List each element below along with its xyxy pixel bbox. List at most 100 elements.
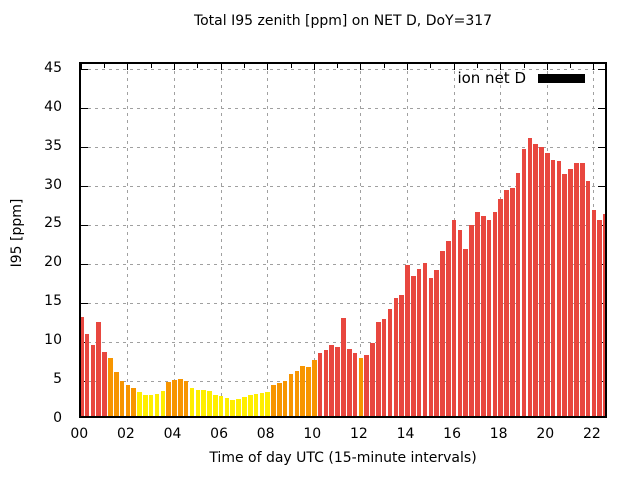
bar bbox=[172, 379, 177, 416]
x-axis-label: Time of day UTC (15-minute intervals) bbox=[209, 450, 477, 466]
bar bbox=[411, 276, 416, 416]
bar bbox=[102, 351, 107, 416]
bar bbox=[486, 220, 492, 416]
bar bbox=[294, 371, 300, 416]
y-tick-label: 15 bbox=[44, 293, 62, 310]
h-gridline bbox=[81, 108, 605, 110]
y-tick-mark bbox=[81, 186, 88, 188]
v-gridline bbox=[313, 64, 315, 416]
bar bbox=[591, 210, 597, 416]
y-tick-mark bbox=[598, 147, 605, 149]
bar bbox=[475, 211, 480, 416]
x-tick-mark bbox=[546, 64, 548, 70]
bar bbox=[492, 211, 498, 416]
bar bbox=[242, 397, 247, 416]
y-tick-label: 0 bbox=[53, 410, 62, 426]
x-tick-label: 06 bbox=[210, 426, 228, 442]
x-tick-label: 04 bbox=[163, 426, 182, 442]
x-tick-mark bbox=[360, 64, 362, 70]
bar bbox=[183, 380, 189, 416]
bar bbox=[207, 390, 212, 416]
bar bbox=[230, 400, 236, 416]
plot-area: ion net D bbox=[79, 62, 607, 418]
legend: ion net D bbox=[457, 69, 585, 87]
x-tick-mark bbox=[593, 64, 595, 70]
bar bbox=[370, 343, 375, 416]
v-gridline bbox=[407, 64, 408, 416]
bar bbox=[585, 181, 591, 416]
x-tick-mark bbox=[523, 64, 525, 68]
bar bbox=[288, 374, 294, 416]
h-gridline bbox=[81, 69, 605, 71]
y-tick-mark bbox=[598, 186, 605, 188]
x-tick-mark bbox=[407, 64, 408, 70]
y-tick-label: 30 bbox=[44, 176, 62, 193]
bar bbox=[539, 147, 544, 416]
y-tick-mark bbox=[81, 302, 88, 304]
bar bbox=[178, 379, 183, 416]
bar bbox=[445, 240, 451, 416]
legend-swatch bbox=[538, 73, 585, 83]
bar bbox=[457, 229, 463, 416]
y-tick-mark bbox=[81, 108, 88, 110]
x-tick-mark bbox=[243, 64, 245, 68]
bar bbox=[579, 162, 585, 416]
bar bbox=[574, 162, 579, 416]
y-tick-label: 20 bbox=[44, 254, 62, 271]
x-tick-mark bbox=[174, 64, 175, 70]
bar bbox=[166, 382, 171, 416]
bar bbox=[160, 390, 166, 416]
y-tick-label: 40 bbox=[44, 98, 62, 115]
x-tick-label: 10 bbox=[303, 426, 322, 442]
h-gridline bbox=[81, 263, 605, 265]
v-gridline bbox=[174, 64, 175, 416]
bar bbox=[533, 144, 538, 416]
bar bbox=[90, 344, 96, 416]
x-tick-mark bbox=[267, 64, 269, 70]
y-tick-label: 25 bbox=[44, 215, 62, 232]
bar bbox=[113, 372, 119, 416]
y-tick-mark bbox=[81, 263, 88, 265]
bar bbox=[381, 319, 387, 416]
x-tick-mark bbox=[313, 64, 315, 70]
bar bbox=[224, 397, 230, 416]
bar bbox=[393, 298, 399, 416]
x-tick-mark bbox=[453, 64, 455, 70]
y-tick-mark bbox=[598, 108, 605, 110]
bar bbox=[81, 316, 84, 416]
y-tick-mark bbox=[598, 69, 605, 71]
bar bbox=[96, 321, 102, 416]
bar bbox=[137, 392, 142, 416]
bar bbox=[189, 388, 195, 416]
x-tick-mark bbox=[220, 64, 222, 70]
bar bbox=[451, 219, 457, 416]
bar bbox=[405, 265, 410, 416]
h-gridline bbox=[81, 224, 605, 226]
h-gridline bbox=[81, 302, 605, 304]
bar bbox=[527, 137, 533, 416]
x-tick-mark bbox=[337, 64, 339, 68]
bar bbox=[550, 160, 556, 416]
bar bbox=[545, 152, 550, 416]
bar bbox=[562, 174, 568, 416]
y-tick-label: 35 bbox=[44, 137, 62, 154]
bar bbox=[335, 347, 340, 416]
bar bbox=[422, 263, 428, 416]
x-tick-mark bbox=[81, 64, 82, 70]
bar bbox=[148, 395, 154, 416]
x-tick-mark bbox=[290, 64, 292, 68]
x-tick-mark bbox=[383, 64, 385, 68]
bar bbox=[212, 394, 218, 416]
bar bbox=[556, 161, 562, 416]
v-gridline bbox=[127, 64, 129, 416]
v-gridline bbox=[360, 64, 362, 416]
bar bbox=[504, 190, 509, 416]
x-tick-label: 16 bbox=[443, 426, 461, 442]
bar bbox=[498, 198, 503, 416]
bar bbox=[469, 225, 474, 416]
bar bbox=[364, 354, 370, 416]
bar bbox=[265, 392, 270, 416]
bar bbox=[247, 395, 253, 416]
bar bbox=[195, 390, 201, 416]
